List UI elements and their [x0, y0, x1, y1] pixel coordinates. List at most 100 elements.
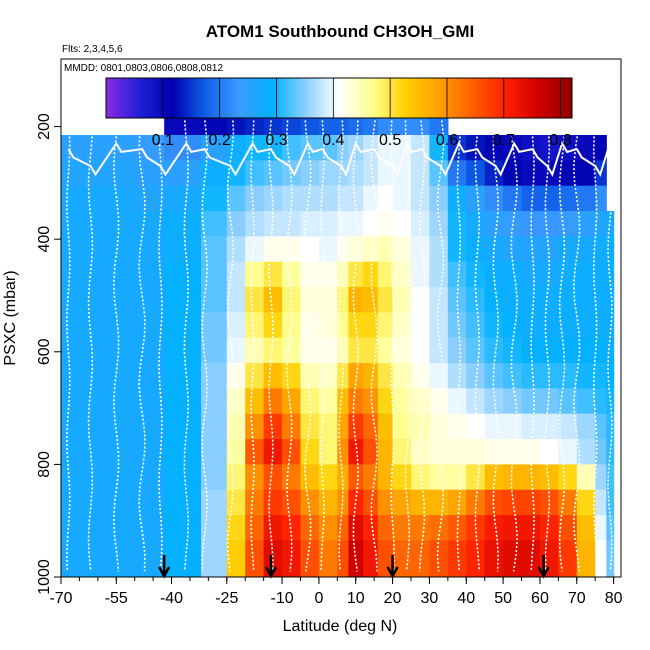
heatmap-cell: [245, 439, 265, 465]
heatmap-cell: [484, 413, 504, 440]
heatmap-cell: [411, 464, 431, 491]
heatmap-cell: [466, 540, 486, 577]
heatmap-cell: [348, 464, 364, 491]
heatmap-cell: [61, 388, 99, 415]
heatmap-cell: [411, 489, 431, 516]
heatmap-cell: [226, 211, 246, 237]
heatmap-cell: [201, 135, 228, 161]
heatmap-cell: [61, 135, 99, 161]
x-tick-label: 10: [347, 590, 365, 607]
heatmap-cell: [447, 236, 467, 263]
heatmap-cell: [447, 439, 467, 465]
heatmap-cell: [539, 337, 559, 364]
sounding-profile: [418, 112, 426, 572]
heatmap-cell: [558, 439, 578, 465]
heatmap-cell: [226, 312, 246, 339]
heatmap-cell: [61, 160, 99, 187]
heatmap-cell: [201, 464, 228, 491]
heatmap-cell: [201, 439, 228, 465]
heatmap-cell: [226, 287, 246, 313]
heatmap-cell: [300, 515, 320, 542]
heatmap-cell: [521, 236, 541, 263]
x-tick-label: 30: [421, 590, 439, 607]
colorbar-tick-label: 0.1: [152, 132, 174, 149]
heatmap-cell: [348, 261, 364, 288]
heatmap-cell: [429, 388, 449, 415]
heatmap-cell: [429, 160, 449, 187]
heatmap-cell: [466, 439, 486, 465]
heatmap-cell: [447, 464, 467, 491]
heatmap-cell: [363, 413, 379, 440]
heatmap-cell: [337, 185, 349, 212]
heatmap-cell: [245, 515, 265, 542]
sounding-profile: [138, 112, 146, 572]
heatmap-cell: [164, 160, 202, 187]
heatmap-cell: [484, 261, 504, 288]
heatmap-cell: [164, 236, 202, 263]
heatmap-cell: [503, 160, 523, 187]
heatmap-cell: [447, 363, 467, 389]
heatmap-cell: [363, 337, 379, 364]
heatmap-cell: [595, 489, 607, 516]
x-tick-label: -10: [270, 590, 293, 607]
heatmap-cell: [61, 439, 99, 465]
heatmap-cell: [97, 439, 136, 465]
heatmap-cell: [226, 337, 246, 364]
heatmap-cell: [318, 413, 338, 440]
x-tick-label: -70: [49, 590, 72, 607]
heatmap-cell: [337, 312, 349, 339]
heatmap-cell: [282, 211, 302, 237]
heatmap-cell: [134, 160, 165, 187]
heatmap-cell: [363, 388, 379, 415]
heatmap-cell: [97, 135, 136, 161]
heatmap-cell: [606, 337, 615, 364]
heatmap-cell: [164, 540, 202, 577]
heatmap-cell: [411, 287, 431, 313]
heatmap-cell: [245, 287, 265, 313]
sounding-profile: [370, 112, 379, 572]
heatmap-cell: [61, 540, 99, 577]
heatmap-cell: [282, 337, 302, 364]
heatmap-cell: [226, 185, 246, 212]
heatmap-cell: [245, 185, 265, 212]
heatmap-cell: [61, 261, 99, 288]
x-tick-label: -55: [105, 590, 128, 607]
heatmap-cell: [337, 388, 349, 415]
heatmap-cell: [164, 413, 202, 440]
chart-title: ATOM1 Southbound CH3OH_GMI: [206, 22, 475, 41]
colorbar-tick-label: 0.4: [322, 132, 344, 149]
heatmap-cell: [576, 540, 596, 577]
heatmap-cell: [392, 413, 412, 440]
heatmap-cell: [337, 515, 349, 542]
heatmap-cell: [576, 515, 596, 542]
heatmap-cell: [411, 413, 431, 440]
heatmap-cell: [484, 312, 504, 339]
heatmap-cell: [503, 287, 523, 313]
heatmap-cell: [447, 337, 467, 364]
heatmap-cell: [363, 261, 379, 288]
heatmap-cell: [503, 413, 523, 440]
heatmap-cell: [282, 515, 302, 542]
heatmap-cell: [484, 489, 504, 516]
heatmap-cell: [447, 312, 467, 339]
heatmap-cell: [377, 160, 394, 187]
heatmap-cell: [429, 540, 449, 577]
heatmap-cell: [164, 515, 202, 542]
heatmap-cell: [226, 388, 246, 415]
colorbar-tick-label: 0.2: [209, 132, 231, 149]
heatmap-cell: [363, 312, 379, 339]
heatmap-cell: [429, 236, 449, 263]
heatmap-cell: [447, 211, 467, 237]
heatmap-cell: [226, 363, 246, 389]
heatmap-cell: [576, 413, 596, 440]
heatmap-cell: [392, 160, 412, 187]
heatmap-cell: [539, 388, 559, 415]
heatmap-cell: [429, 363, 449, 389]
heatmap-cell: [429, 185, 449, 212]
heatmap-cell: [226, 489, 246, 516]
sounding-profile: [492, 112, 500, 572]
heatmap-cell: [263, 489, 283, 516]
sounding-profile: [510, 112, 519, 572]
heatmap-cell: [595, 287, 607, 313]
heatmap-cell: [348, 489, 364, 516]
